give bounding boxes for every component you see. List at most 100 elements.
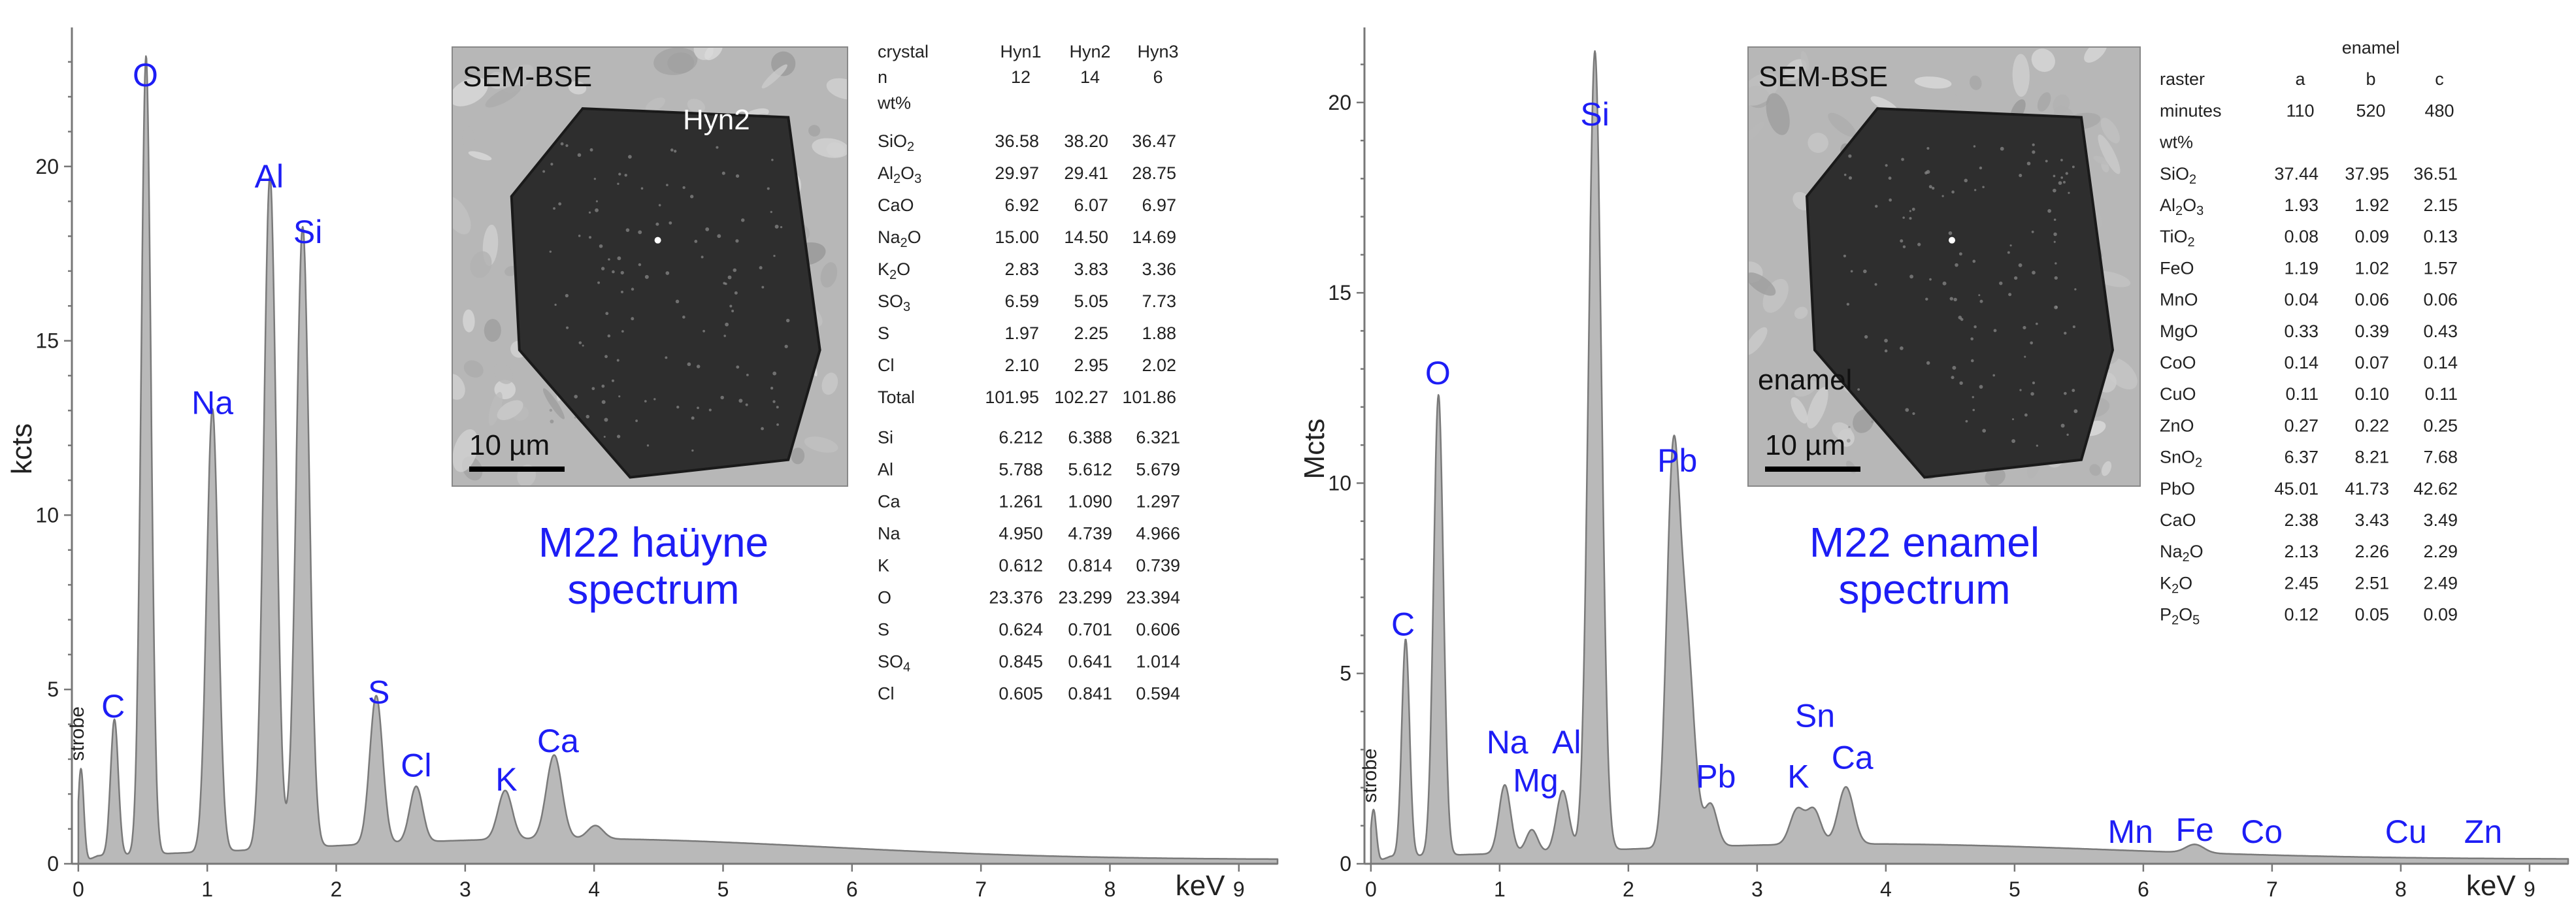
inset-speck	[1982, 186, 1985, 189]
x-tick-label: 5	[718, 877, 729, 901]
chart-title-line: spectrum	[1838, 566, 2010, 613]
peak-label-pb: Pb	[1657, 442, 1697, 479]
table-cell: 3.36	[1142, 259, 1176, 279]
y-tick-label: 10	[1328, 471, 1351, 495]
inset-speck	[717, 234, 721, 238]
table-cell: 0.841	[1068, 683, 1112, 703]
inset-texture	[1914, 76, 1952, 89]
inset-speck	[605, 312, 609, 316]
inset-speck	[2053, 218, 2056, 221]
table-row-label: S	[878, 323, 889, 343]
inset-speck	[655, 222, 659, 226]
table-cell: 1.92	[2354, 195, 2389, 215]
peak-label-pb: Pb	[1696, 758, 1736, 795]
inset-speck	[723, 282, 726, 285]
inset-speck	[2019, 174, 2023, 178]
table-row-label: Na	[878, 523, 900, 543]
table-cell: 0.11	[2424, 384, 2458, 404]
peak-label-cu: Cu	[2385, 813, 2427, 850]
inset-speck	[2032, 270, 2036, 275]
inset-bright-spot	[1949, 237, 1955, 244]
inset-speck	[1959, 381, 1963, 385]
y-tick-label: 15	[1328, 281, 1351, 304]
table-cell: 2.83	[1004, 259, 1039, 279]
inset-texture	[485, 85, 521, 108]
inset-speck	[617, 182, 619, 185]
x-tick-label: 4	[588, 877, 600, 901]
inset-texture	[826, 78, 848, 100]
inset-speck	[716, 146, 719, 149]
inset-speck	[1973, 145, 1976, 148]
inset-speck	[1993, 329, 1997, 333]
table-cell: 0.594	[1136, 683, 1180, 703]
inset-texture	[497, 400, 523, 421]
table-cell: 5.679	[1136, 459, 1180, 479]
inset-speck	[644, 400, 647, 402]
x-tick-label: 9	[1233, 877, 1245, 901]
table-unit: wt%	[877, 93, 911, 112]
inset-speck	[624, 173, 627, 177]
strobe-label: strobe	[67, 706, 88, 761]
inset-speck	[731, 310, 735, 312]
peak-label-sn: Sn	[1795, 697, 1835, 734]
table-header-cell: Hyn3	[1137, 42, 1178, 61]
x-tick-label: 9	[2524, 877, 2535, 901]
inset-texture	[568, 81, 587, 95]
table-cell: 1.93	[2284, 195, 2319, 215]
table-cell: 0.739	[1136, 555, 1180, 575]
inset-speck	[644, 274, 649, 279]
inset-speck	[776, 406, 779, 409]
inset-texture	[470, 251, 492, 278]
table-row-label: K2O	[2160, 573, 2192, 596]
inset-grain	[1805, 107, 2115, 479]
peak-label-si: Si	[293, 214, 322, 250]
inset-speck	[767, 187, 770, 190]
table-cell: 1.02	[2354, 258, 2389, 278]
inset-speck	[1905, 408, 1909, 412]
inset-speck	[665, 356, 668, 359]
table-cell: 7.68	[2423, 448, 2458, 467]
inset-speck	[675, 299, 680, 304]
table-cell: 0.22	[2354, 416, 2389, 435]
table-row-label: O	[878, 587, 891, 607]
inset-texture	[463, 309, 475, 333]
inset-speck	[780, 225, 783, 229]
inset-texture	[1794, 306, 1808, 320]
table-row-label: Cl	[878, 683, 895, 703]
inset-frame	[452, 46, 848, 487]
inset-speck	[599, 244, 603, 248]
inset-speck	[621, 330, 624, 333]
inset-texture	[804, 436, 838, 453]
x-tick-label: 1	[201, 877, 213, 901]
table-cell: 2.26	[2354, 542, 2389, 561]
table-row-label: Al2O3	[2160, 195, 2204, 218]
inset-texture	[452, 373, 465, 400]
table-cell: 15.00	[995, 227, 1039, 247]
inset-speck	[1926, 170, 1930, 174]
inset-speck	[554, 303, 557, 306]
table-cell: 3.83	[1074, 259, 1108, 279]
inset-texture	[468, 151, 492, 161]
table-cell: 1.297	[1136, 491, 1180, 511]
x-tick-label: 5	[2009, 877, 2021, 901]
inset-texture	[452, 196, 471, 235]
peak-label-ca: Ca	[537, 723, 579, 759]
inset-speck	[1885, 164, 1888, 167]
sem-bse-inset: SEM-BSE Hyn2 10 µm	[452, 46, 848, 487]
inset-speck	[2060, 159, 2063, 161]
inset-speck	[2011, 418, 2014, 421]
inset-texture	[2089, 464, 2101, 476]
inset-speck	[1925, 297, 1928, 301]
y-axis-title: Mcts	[1298, 419, 1330, 480]
inset-speck	[691, 416, 695, 420]
peak-label-mg: Mg	[1513, 762, 1558, 798]
table-cell: 4.739	[1068, 523, 1112, 543]
sem-bse-inset: SEM-BSE enamel 10 µm	[1747, 46, 2141, 487]
inset-speck	[611, 379, 614, 382]
table-cell: 0.13	[2423, 227, 2458, 246]
inset-speck	[2060, 423, 2065, 428]
table-header2-cell: 14	[1080, 67, 1100, 87]
inset-speck	[2072, 325, 2075, 329]
table-row-label: SiO2	[878, 131, 914, 154]
